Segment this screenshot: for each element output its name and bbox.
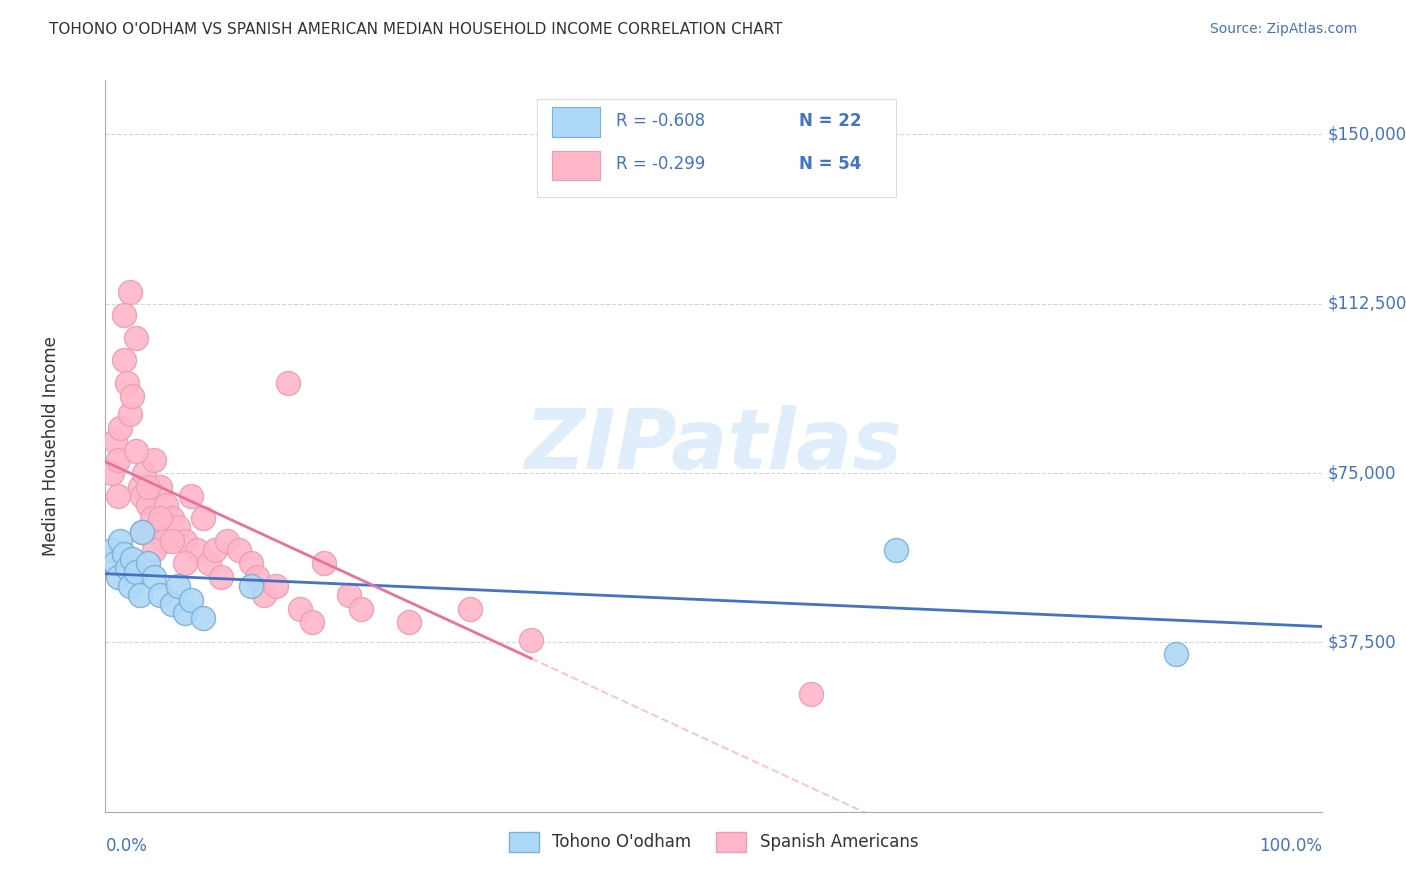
Point xyxy=(884,542,907,557)
Point xyxy=(173,606,195,620)
Point xyxy=(240,557,263,571)
Point xyxy=(520,633,543,648)
Point xyxy=(125,331,148,345)
Point xyxy=(108,421,131,435)
Point xyxy=(143,452,166,467)
Text: 0.0%: 0.0% xyxy=(105,838,148,855)
Point xyxy=(252,588,274,602)
Point xyxy=(155,498,177,512)
Point xyxy=(118,579,141,593)
Text: N = 22: N = 22 xyxy=(799,112,862,129)
Point xyxy=(136,480,159,494)
Point xyxy=(1164,647,1187,661)
Point xyxy=(125,443,148,458)
Point xyxy=(173,557,195,571)
Point xyxy=(128,588,150,602)
Point xyxy=(136,557,159,571)
Point xyxy=(350,601,373,615)
Point xyxy=(131,524,153,539)
Point xyxy=(173,533,195,548)
Point xyxy=(118,285,141,300)
Point xyxy=(337,588,360,602)
Point xyxy=(149,480,172,494)
Point xyxy=(180,592,202,607)
Point xyxy=(191,610,214,624)
Point xyxy=(209,570,232,584)
Legend: Tohono O'odham, Spanish Americans: Tohono O'odham, Spanish Americans xyxy=(502,826,925,858)
Point xyxy=(198,557,221,571)
Text: $75,000: $75,000 xyxy=(1327,464,1396,482)
Point xyxy=(301,615,323,629)
Point xyxy=(800,687,823,701)
Point xyxy=(149,511,172,525)
Point xyxy=(143,570,166,584)
Point xyxy=(100,466,122,480)
Point xyxy=(108,533,131,548)
Point xyxy=(167,520,190,534)
Text: 100.0%: 100.0% xyxy=(1258,838,1322,855)
Text: $37,500: $37,500 xyxy=(1327,633,1396,651)
Text: $112,500: $112,500 xyxy=(1327,294,1406,313)
Point xyxy=(104,557,127,571)
Point xyxy=(186,542,208,557)
Point xyxy=(167,579,190,593)
Point xyxy=(100,542,122,557)
Point xyxy=(118,408,141,422)
Point xyxy=(131,489,153,503)
Point xyxy=(217,533,239,548)
Point xyxy=(191,511,214,525)
Point xyxy=(136,498,159,512)
Bar xyxy=(551,152,600,180)
Point xyxy=(143,542,166,557)
Point xyxy=(117,561,139,575)
Point xyxy=(180,489,202,503)
Point xyxy=(246,570,269,584)
Point xyxy=(104,434,127,449)
Point xyxy=(149,588,172,602)
FancyBboxPatch shape xyxy=(537,99,896,197)
Text: TOHONO O'ODHAM VS SPANISH AMERICAN MEDIAN HOUSEHOLD INCOME CORRELATION CHART: TOHONO O'ODHAM VS SPANISH AMERICAN MEDIA… xyxy=(49,22,783,37)
Point xyxy=(277,376,299,390)
Point xyxy=(288,601,311,615)
Point xyxy=(204,542,226,557)
Point xyxy=(112,308,135,322)
Text: N = 54: N = 54 xyxy=(799,155,860,173)
Point xyxy=(125,566,148,580)
Point xyxy=(107,489,129,503)
Point xyxy=(117,376,139,390)
Point xyxy=(228,542,250,557)
Point xyxy=(107,570,129,584)
Point xyxy=(162,597,184,611)
Text: ZIPatlas: ZIPatlas xyxy=(524,406,903,486)
Text: Source: ZipAtlas.com: Source: ZipAtlas.com xyxy=(1209,22,1357,37)
Point xyxy=(145,524,167,539)
Text: R = -0.608: R = -0.608 xyxy=(616,112,706,129)
Point xyxy=(121,552,143,566)
Point xyxy=(398,615,420,629)
Point xyxy=(131,524,153,539)
Point xyxy=(162,533,184,548)
Point xyxy=(458,601,481,615)
Point xyxy=(128,480,150,494)
Bar xyxy=(551,107,600,136)
Point xyxy=(112,353,135,368)
Point xyxy=(314,557,336,571)
Text: R = -0.299: R = -0.299 xyxy=(616,155,706,173)
Point xyxy=(240,579,263,593)
Point xyxy=(141,511,163,525)
Text: $150,000: $150,000 xyxy=(1327,126,1406,144)
Point xyxy=(107,452,129,467)
Point xyxy=(134,466,156,480)
Point xyxy=(121,389,143,403)
Point xyxy=(264,579,287,593)
Point xyxy=(162,511,184,525)
Point xyxy=(112,547,135,561)
Point xyxy=(153,533,176,548)
Text: Median Household Income: Median Household Income xyxy=(42,336,59,556)
